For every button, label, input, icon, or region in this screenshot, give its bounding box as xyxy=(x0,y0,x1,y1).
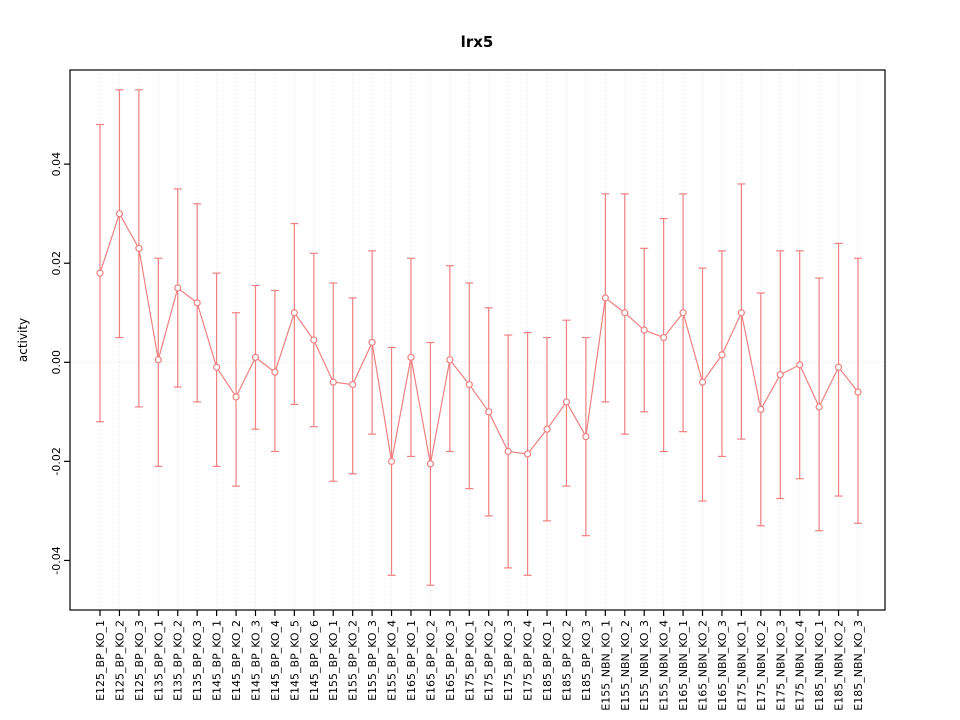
y-tick-label: 0.04 xyxy=(50,152,63,177)
x-tick-label: E125_BP_KO_2 xyxy=(113,620,126,701)
x-tick-label: E185_NBN_KO_2 xyxy=(833,620,846,711)
data-series xyxy=(96,89,862,586)
chart-title: lrx5 xyxy=(461,33,494,51)
x-tick-label: E155_NBN_KO_2 xyxy=(619,620,632,711)
data-point xyxy=(815,403,823,411)
x-tick-label: E155_BP_KO_4 xyxy=(386,620,399,701)
data-point xyxy=(251,353,260,361)
x-tick-label: E135_BP_KO_2 xyxy=(172,620,185,701)
data-point xyxy=(854,388,862,396)
x-tick-label: E165_NBN_KO_1 xyxy=(677,620,690,711)
x-tick-label: E145_BP_KO_2 xyxy=(230,620,243,701)
data-point xyxy=(562,398,571,406)
x-tick-label: E175_NBN_KO_4 xyxy=(794,620,807,711)
gridlines xyxy=(70,70,885,610)
data-point xyxy=(834,363,843,371)
x-tick-label: E165_NBN_KO_3 xyxy=(716,620,729,711)
data-point xyxy=(96,269,104,277)
x-tick-label: E155_BP_KO_3 xyxy=(366,620,379,701)
x-tick-label: E165_BP_KO_2 xyxy=(424,620,437,701)
data-point xyxy=(737,309,745,317)
x-tick-label: E155_BP_KO_1 xyxy=(327,620,340,701)
data-point xyxy=(213,363,221,371)
x-tick-label: E145_BP_KO_4 xyxy=(269,620,282,701)
x-tick-label: E125_BP_KO_1 xyxy=(94,620,107,701)
data-point xyxy=(601,294,609,302)
x-tick-label: E145_BP_KO_6 xyxy=(308,620,321,701)
data-point xyxy=(271,368,279,376)
x-tick-label: E135_BP_KO_3 xyxy=(191,620,204,701)
data-point xyxy=(640,326,648,334)
data-point xyxy=(232,393,240,401)
x-tick-label: E185_NBN_KO_1 xyxy=(813,620,826,711)
series-line xyxy=(99,212,859,464)
x-tick-label: E175_BP_KO_1 xyxy=(463,620,476,701)
data-point xyxy=(796,361,804,369)
axes: -0.04 -0.02 0.00 0.02 0.04 E125_BP_KO_1 E125_B… xyxy=(50,152,865,711)
x-tick-label: E165_BP_KO_1 xyxy=(405,620,418,701)
data-point xyxy=(679,309,687,317)
y-tick-label: 0.00 xyxy=(50,350,63,375)
data-point xyxy=(504,447,512,456)
x-tick-label: E155_NBN_KO_3 xyxy=(638,620,651,711)
x-tick-label: E155_BP_KO_2 xyxy=(347,620,360,701)
data-point xyxy=(776,371,784,379)
data-point xyxy=(660,333,668,342)
plot-border xyxy=(69,69,886,611)
data-point xyxy=(465,380,473,389)
x-tick-label: E185_BP_KO_2 xyxy=(560,620,573,701)
data-point xyxy=(407,353,415,361)
x-tick-label: E175_NBN_KO_2 xyxy=(755,620,768,711)
x-tick-label: E125_BP_KO_3 xyxy=(133,620,146,701)
data-point xyxy=(193,299,201,307)
data-point xyxy=(446,356,454,364)
data-point xyxy=(349,380,357,389)
data-point xyxy=(485,408,493,416)
data-point xyxy=(329,378,337,386)
x-tick-label: E175_BP_KO_2 xyxy=(483,620,496,701)
x-tick-label: E165_BP_KO_3 xyxy=(444,620,457,701)
x-tick-label: E175_NBN_KO_3 xyxy=(774,620,787,711)
data-point xyxy=(582,433,590,441)
x-tick-label: E185_BP_KO_3 xyxy=(580,620,593,701)
x-tick-label: E165_NBN_KO_2 xyxy=(697,620,710,711)
data-point xyxy=(154,356,162,364)
y-tick-label: 0.02 xyxy=(50,251,63,276)
data-point xyxy=(698,378,707,386)
x-tick-label: E185_BP_KO_1 xyxy=(541,620,554,701)
data-point xyxy=(621,309,629,317)
y-axis-label: activity xyxy=(16,318,30,362)
x-tick-label: E155_NBN_KO_4 xyxy=(658,620,671,711)
x-tick-label: E145_BP_KO_5 xyxy=(288,620,301,701)
data-point xyxy=(290,309,298,317)
x-tick-label: E175_NBN_KO_1 xyxy=(735,620,748,711)
data-point xyxy=(310,336,318,344)
data-point xyxy=(174,284,182,292)
y-tick-label: -0.02 xyxy=(50,447,63,475)
data-point xyxy=(543,425,551,433)
data-point xyxy=(135,244,143,252)
x-tick-label: E175_BP_KO_3 xyxy=(502,620,515,701)
data-point xyxy=(757,405,765,413)
x-tick-label: E145_BP_KO_1 xyxy=(211,620,224,701)
data-point xyxy=(115,210,124,218)
data-point xyxy=(368,338,376,347)
data-point xyxy=(718,351,726,359)
x-tick-label: E155_NBN_KO_1 xyxy=(599,620,612,711)
x-tick-label: E135_BP_KO_1 xyxy=(152,620,165,701)
x-tick-label: E185_NBN_KO_3 xyxy=(852,620,865,711)
data-point xyxy=(426,460,435,468)
x-tick-label: E145_BP_KO_3 xyxy=(249,620,262,701)
x-tick-label: E175_BP_KO_4 xyxy=(522,620,535,701)
data-point xyxy=(387,457,396,465)
data-point xyxy=(523,450,532,458)
y-tick-label: -0.04 xyxy=(50,546,63,574)
